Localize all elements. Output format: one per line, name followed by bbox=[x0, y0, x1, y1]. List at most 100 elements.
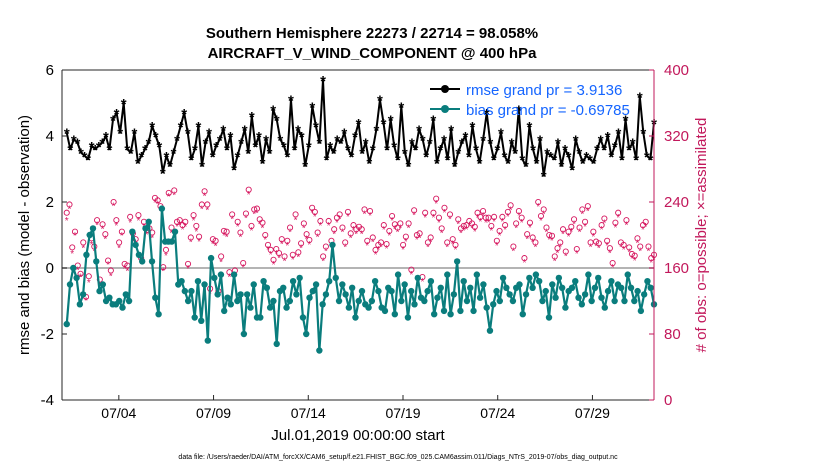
bias-point bbox=[388, 287, 395, 295]
bias-point bbox=[585, 271, 592, 278]
bias-point bbox=[444, 271, 451, 278]
obs-assimilated-point: * bbox=[459, 229, 463, 240]
rmse-point: * bbox=[288, 93, 294, 110]
obs-assimilated-point: * bbox=[255, 209, 259, 220]
bias-point bbox=[63, 320, 70, 328]
obs-assimilated-point: * bbox=[363, 210, 367, 221]
bias-point bbox=[562, 304, 569, 311]
rmse-point: * bbox=[267, 146, 273, 163]
obs-possible-point bbox=[579, 206, 586, 213]
rmse-point: * bbox=[260, 155, 266, 172]
obs-possible-point bbox=[364, 237, 371, 244]
rmse-point: * bbox=[352, 129, 358, 146]
obs-assimilated-point: * bbox=[296, 252, 300, 263]
obs-possible-point bbox=[380, 222, 387, 229]
bias-point bbox=[93, 258, 100, 265]
obs-possible-point bbox=[543, 224, 550, 231]
obs-assimilated-point: * bbox=[283, 257, 287, 268]
rmse-point: * bbox=[324, 152, 330, 169]
bias-point bbox=[257, 314, 264, 321]
obs-possible-point bbox=[110, 198, 117, 206]
obs-possible-point bbox=[460, 222, 467, 229]
obs-assimilated-point: * bbox=[382, 225, 386, 236]
rmse-point: * bbox=[363, 136, 369, 153]
bias-point bbox=[240, 330, 248, 338]
obs-possible-point bbox=[320, 253, 327, 260]
rmse-point: * bbox=[156, 139, 162, 156]
obs-assimilated-point: * bbox=[536, 202, 540, 213]
bias-point bbox=[644, 278, 651, 285]
rmse-point: * bbox=[637, 89, 643, 106]
rmse-point: * bbox=[295, 122, 301, 139]
bias-point bbox=[322, 291, 330, 298]
obs-assimilated-point: * bbox=[285, 241, 289, 252]
obs-possible-point bbox=[196, 233, 203, 240]
bias-point bbox=[637, 307, 645, 315]
obs-possible-point bbox=[491, 213, 498, 220]
obs-assimilated-point: * bbox=[500, 217, 504, 228]
bias-point bbox=[116, 297, 123, 305]
rmse-point: * bbox=[107, 142, 113, 159]
x-axis-label: Jul.01,2019 00:00:00 start bbox=[271, 427, 445, 444]
obs-possible-point bbox=[80, 239, 87, 246]
obs-assimilated-point: * bbox=[393, 224, 397, 235]
bias-point bbox=[155, 311, 162, 318]
bias-point bbox=[414, 274, 421, 282]
bias-point bbox=[122, 291, 129, 298]
obs-assimilated-point: * bbox=[222, 231, 226, 242]
rmse-point: * bbox=[206, 126, 212, 143]
bias-point bbox=[339, 281, 346, 288]
obs-possible-point bbox=[609, 259, 616, 267]
obs-possible-point bbox=[493, 237, 500, 244]
right-tick-label: 80 bbox=[664, 326, 681, 343]
obs-possible-point bbox=[289, 251, 296, 258]
bias-point bbox=[263, 284, 271, 291]
bias-point bbox=[201, 281, 208, 288]
obs-possible-point bbox=[182, 218, 189, 225]
obs-assimilated-point: * bbox=[407, 224, 411, 235]
bias-point bbox=[591, 284, 599, 291]
bias-point bbox=[198, 317, 205, 324]
rmse-point: * bbox=[245, 146, 251, 163]
legend-rmse-label: rmse grand pr = 3.9136 bbox=[466, 82, 622, 99]
rmse-point: * bbox=[64, 126, 70, 143]
rmse-point: * bbox=[235, 149, 241, 166]
obs-possible-point bbox=[521, 255, 528, 262]
rmse-point: * bbox=[349, 149, 355, 166]
obs-assimilated-point: * bbox=[305, 234, 309, 245]
rmse-point: * bbox=[320, 73, 326, 90]
rmse-point: * bbox=[505, 155, 511, 172]
bias-point bbox=[214, 291, 221, 298]
bias-point bbox=[473, 271, 481, 278]
obs-assimilated-point: * bbox=[183, 222, 187, 233]
obs-assimilated-point: * bbox=[106, 260, 110, 271]
bias-point bbox=[604, 287, 612, 295]
obs-possible-point bbox=[176, 217, 183, 224]
bias-point bbox=[283, 304, 290, 311]
rmse-point: * bbox=[640, 126, 646, 143]
obs-assimilated-point: * bbox=[159, 206, 163, 217]
obs-possible-point bbox=[565, 228, 572, 235]
obs-possible-point bbox=[287, 224, 294, 231]
bias-point bbox=[306, 294, 313, 301]
bias-point bbox=[434, 294, 441, 301]
bias-point bbox=[243, 291, 251, 298]
bias-point bbox=[457, 307, 464, 315]
bias-point bbox=[532, 271, 540, 278]
rmse-point: * bbox=[228, 129, 234, 146]
bias-point bbox=[135, 251, 143, 258]
rmse-point: * bbox=[167, 159, 173, 176]
obs-assimilated-point: * bbox=[332, 229, 336, 240]
obs-assimilated-point: * bbox=[597, 243, 601, 254]
bias-point bbox=[529, 284, 536, 291]
right-y-ticks: 0 80 160 240 320 400 bbox=[649, 62, 689, 409]
obs-possible-point bbox=[135, 212, 142, 219]
obs-assimilated-point: * bbox=[630, 254, 634, 265]
bias-point bbox=[158, 205, 166, 212]
bias-point bbox=[342, 291, 349, 298]
obs-possible-point bbox=[383, 241, 390, 248]
bias-point bbox=[460, 278, 467, 285]
obs-possible-point bbox=[350, 222, 357, 229]
obs-possible-point bbox=[292, 211, 299, 218]
